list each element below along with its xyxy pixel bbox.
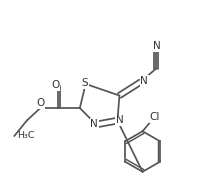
Text: O: O — [36, 98, 45, 108]
Text: N: N — [116, 115, 124, 125]
Text: S: S — [81, 78, 88, 88]
Text: Cl: Cl — [150, 112, 160, 122]
Text: N: N — [90, 119, 98, 129]
Text: O: O — [52, 80, 60, 90]
Text: N: N — [140, 76, 148, 86]
Text: N: N — [153, 41, 161, 51]
Text: H₃C: H₃C — [17, 131, 35, 140]
